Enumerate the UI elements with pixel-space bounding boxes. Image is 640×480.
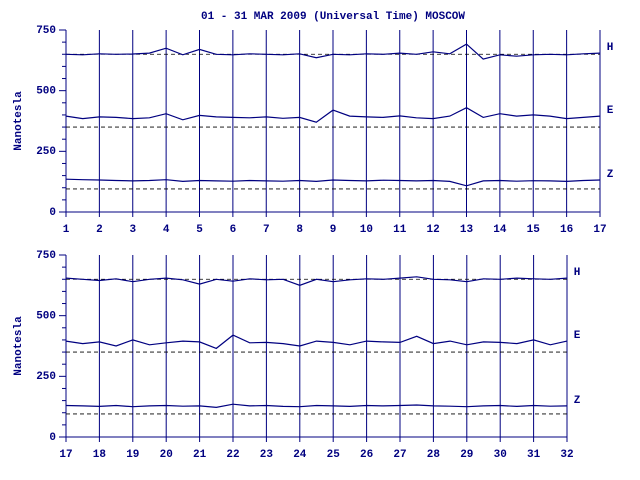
x-tick-label: 17 xyxy=(593,224,606,236)
y-axis-label: Nanotesla xyxy=(13,316,25,376)
series-line xyxy=(65,43,601,60)
x-tick-label: 20 xyxy=(160,449,173,461)
series-line xyxy=(65,334,568,350)
series-label: E xyxy=(574,330,581,342)
y-tick-label: 250 xyxy=(36,146,56,158)
y-tick-label: 500 xyxy=(36,86,56,98)
series-label: E xyxy=(607,105,614,117)
series-line xyxy=(65,107,601,123)
x-tick-label: 17 xyxy=(59,449,72,461)
x-tick-label: 16 xyxy=(560,224,573,236)
x-tick-label: 14 xyxy=(493,224,507,236)
series-label: Z xyxy=(607,169,614,181)
x-tick-label: 21 xyxy=(193,449,207,461)
x-tick-label: 7 xyxy=(263,224,270,236)
x-tick-label: 6 xyxy=(230,224,237,236)
x-tick-label: 25 xyxy=(327,449,341,461)
x-tick-label: 30 xyxy=(494,449,507,461)
x-tick-label: 9 xyxy=(330,224,337,236)
x-tick-label: 31 xyxy=(527,449,541,461)
x-tick-label: 28 xyxy=(427,449,441,461)
x-tick-label: 19 xyxy=(126,449,139,461)
y-tick-label: 0 xyxy=(49,207,56,219)
x-tick-label: 23 xyxy=(260,449,274,461)
x-tick-label: 2 xyxy=(96,224,103,236)
x-tick-label: 3 xyxy=(129,224,136,236)
series-line xyxy=(65,276,568,286)
x-tick-label: 10 xyxy=(360,224,373,236)
series-line xyxy=(65,403,568,409)
chart-title: 01 - 31 MAR 2009 (Universal Time) MOSCOW xyxy=(201,11,465,23)
x-tick-label: 29 xyxy=(460,449,473,461)
y-tick-label: 750 xyxy=(36,25,56,37)
y-tick-label: 250 xyxy=(36,371,56,383)
y-tick-label: 0 xyxy=(49,432,56,444)
x-tick-label: 5 xyxy=(196,224,203,236)
series-label: Z xyxy=(574,395,581,407)
y-axis-label: Nanotesla xyxy=(13,91,25,151)
x-tick-label: 24 xyxy=(293,449,307,461)
x-tick-label: 15 xyxy=(527,224,541,236)
x-tick-label: 12 xyxy=(427,224,440,236)
x-tick-label: 26 xyxy=(360,449,373,461)
series-label: H xyxy=(574,267,581,279)
x-tick-label: 22 xyxy=(226,449,239,461)
series-label: H xyxy=(607,42,614,54)
x-tick-label: 27 xyxy=(393,449,406,461)
x-tick-label: 4 xyxy=(163,224,170,236)
y-tick-label: 750 xyxy=(36,250,56,262)
x-tick-label: 11 xyxy=(393,224,407,236)
x-tick-label: 1 xyxy=(63,224,70,236)
x-tick-label: 8 xyxy=(296,224,303,236)
x-tick-label: 32 xyxy=(560,449,573,461)
x-tick-label: 18 xyxy=(93,449,107,461)
series-line xyxy=(65,178,601,187)
y-tick-label: 500 xyxy=(36,311,56,323)
x-tick-label: 13 xyxy=(460,224,474,236)
